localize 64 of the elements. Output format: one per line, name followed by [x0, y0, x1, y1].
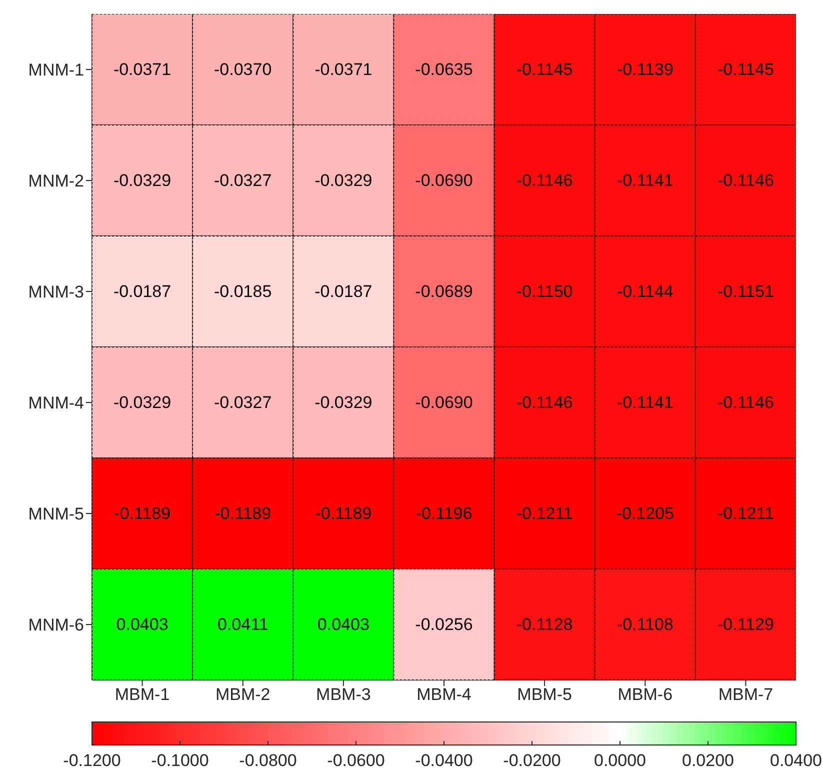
data-label: -0.1146	[718, 171, 774, 190]
data-label: -0.1211	[516, 504, 573, 523]
y-tick-label: MNM-3	[28, 282, 84, 302]
data-label: -0.1144	[616, 282, 674, 301]
data-label: -0.1145	[516, 60, 573, 79]
data-label: 0.0403	[317, 615, 370, 634]
data-label: -0.0371	[113, 60, 172, 79]
color-bar-label: -0.0400	[415, 751, 473, 770]
data-label: -0.0185	[214, 282, 272, 301]
data-label: -0.1151	[718, 282, 774, 301]
color-bar-label: 0.0200	[682, 751, 734, 770]
data-label: -0.0689	[415, 282, 473, 301]
data-label: -0.1189	[315, 504, 372, 523]
y-tick-label: MNM-4	[28, 394, 84, 413]
color-bar-label: 0.0400	[770, 751, 822, 770]
color-bar-label: -0.0200	[503, 751, 561, 770]
data-label: -0.1128	[516, 615, 573, 634]
data-label: -0.0327	[214, 393, 272, 412]
color-bar-label: -0.0800	[239, 751, 297, 770]
data-label: -0.1211	[718, 504, 774, 523]
data-label: -0.0327	[214, 171, 272, 190]
y-tick-label: MNM-5	[28, 504, 84, 524]
color-bar-label: -0.1000	[151, 751, 209, 770]
data-label: 0.0411	[217, 615, 268, 634]
data-label: -0.0329	[314, 171, 372, 190]
data-label: -0.1108	[616, 615, 674, 634]
data-label: -0.1146	[516, 171, 573, 190]
x-tick-label: MBM-7	[718, 685, 774, 704]
data-label: -0.1146	[718, 393, 774, 412]
data-label: -0.1205	[616, 504, 674, 523]
data-label: -0.0370	[214, 60, 272, 79]
x-tick-label: MBM-6	[618, 685, 673, 704]
y-tick-label: MNM-1	[28, 60, 84, 80]
data-label: -0.0187	[314, 282, 372, 301]
color-bar-label: -0.1200	[63, 751, 121, 770]
data-label: 0.0403	[116, 615, 168, 634]
color-bar-label: 0.0000	[594, 751, 646, 770]
data-label: -0.1141	[616, 171, 674, 190]
x-tick-label: MBM-1	[114, 685, 170, 704]
data-label: -0.0690	[415, 171, 473, 190]
y-tick-label: MNM-2	[28, 172, 84, 191]
data-label: -0.1150	[516, 282, 573, 301]
x-tick-label: MBM-5	[517, 685, 572, 704]
data-label: -0.0329	[113, 393, 172, 412]
data-label: -0.1145	[718, 60, 774, 79]
data-label: -0.0329	[113, 171, 172, 190]
data-label: -0.1141	[616, 393, 674, 412]
data-label: -0.0256	[415, 615, 473, 634]
data-label: -0.0329	[314, 393, 372, 412]
x-tick-label: MBM-2	[215, 685, 270, 704]
data-label: -0.1146	[516, 393, 573, 412]
color-bar-label: -0.0600	[327, 751, 385, 770]
data-label: -0.0187	[113, 282, 172, 301]
data-label: -0.1189	[114, 504, 170, 523]
data-label: -0.1189	[214, 504, 272, 523]
x-tick-label: MBM-4	[416, 685, 472, 704]
data-label: -0.1196	[416, 504, 472, 523]
data-label: -0.1139	[616, 60, 674, 79]
y-tick-label: MNM-6	[28, 616, 84, 635]
data-label: -0.0371	[314, 60, 372, 79]
data-label: -0.1129	[718, 615, 774, 634]
x-tick-label: MBM-3	[316, 685, 371, 704]
data-label: -0.0690	[415, 393, 473, 412]
data-label: -0.0635	[415, 60, 473, 79]
